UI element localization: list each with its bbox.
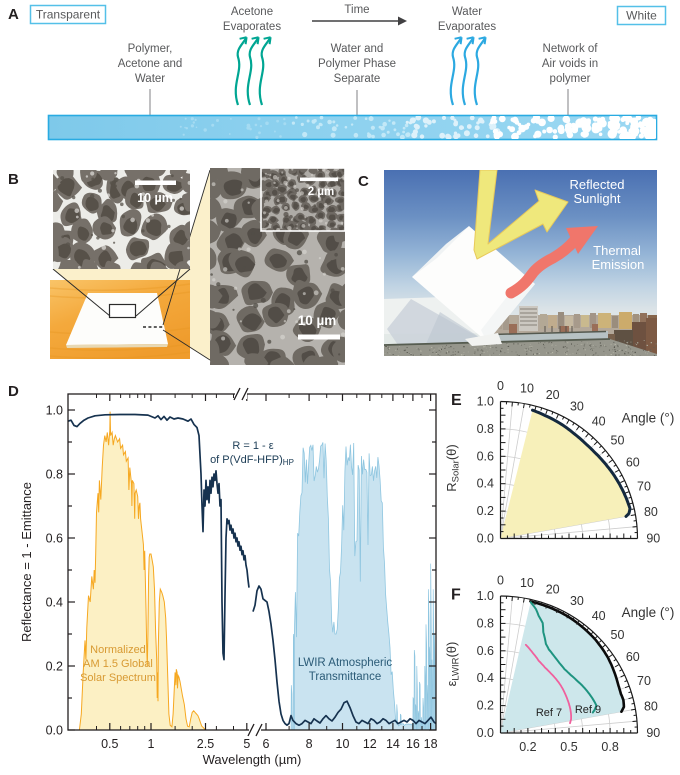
svg-text:Water and: Water and — [331, 43, 384, 55]
svg-text:B: B — [8, 171, 19, 188]
svg-text:20: 20 — [546, 388, 560, 402]
svg-text:0.4: 0.4 — [477, 671, 494, 685]
svg-text:0.2: 0.2 — [477, 699, 494, 713]
svg-text:0.5: 0.5 — [101, 737, 118, 751]
svg-text:Polymer,: Polymer, — [128, 43, 173, 55]
svg-text:of P(VdF-HFP)HP: of P(VdF-HFP)HP — [210, 454, 294, 467]
svg-text:10 µm: 10 µm — [137, 191, 173, 205]
svg-text:Transmittance: Transmittance — [309, 671, 381, 683]
svg-text:Network of: Network of — [543, 43, 599, 55]
svg-text:50: 50 — [611, 434, 625, 448]
svg-text:90: 90 — [646, 726, 660, 740]
svg-text:10: 10 — [520, 381, 534, 395]
svg-text:0.8: 0.8 — [477, 616, 494, 630]
svg-text:70: 70 — [637, 480, 651, 494]
svg-text:Thermal: Thermal — [593, 243, 641, 258]
svg-text:0.5: 0.5 — [560, 740, 577, 754]
svg-text:50: 50 — [611, 628, 625, 642]
svg-text:White: White — [626, 9, 657, 23]
svg-text:Separate: Separate — [334, 73, 381, 85]
svg-text:Wavelength (µm): Wavelength (µm) — [203, 752, 302, 767]
svg-text:80: 80 — [644, 505, 658, 519]
svg-text:60: 60 — [626, 455, 640, 469]
svg-text:40: 40 — [592, 415, 606, 429]
svg-text:2 µm: 2 µm — [308, 186, 334, 198]
svg-text:0.6: 0.6 — [477, 644, 494, 658]
svg-text:8: 8 — [306, 737, 313, 751]
svg-text:Ref 9: Ref 9 — [575, 704, 601, 716]
svg-text:0.6: 0.6 — [477, 449, 494, 463]
svg-text:Sunlight: Sunlight — [574, 191, 621, 206]
svg-text:D: D — [8, 383, 19, 400]
svg-text:R = 1 - ε: R = 1 - ε — [232, 440, 273, 452]
svg-text:10: 10 — [520, 576, 534, 590]
svg-text:Normalized: Normalized — [90, 644, 146, 656]
svg-text:Reflected: Reflected — [570, 177, 625, 192]
svg-text:0.4: 0.4 — [477, 477, 494, 491]
svg-text:1.0: 1.0 — [477, 395, 494, 409]
svg-text:0.0: 0.0 — [477, 726, 494, 740]
svg-text:0.6: 0.6 — [46, 532, 63, 546]
svg-text:Angle (°): Angle (°) — [622, 411, 675, 426]
svg-text:90: 90 — [646, 532, 660, 546]
svg-text:0.2: 0.2 — [46, 660, 63, 674]
svg-text:2.5: 2.5 — [197, 737, 214, 751]
svg-text:0.8: 0.8 — [601, 740, 618, 754]
svg-text:0.2: 0.2 — [477, 504, 494, 518]
svg-text:80: 80 — [644, 700, 658, 714]
svg-text:Angle (°): Angle (°) — [622, 605, 675, 620]
svg-text:Air voids in: Air voids in — [542, 58, 598, 70]
svg-text:LWIR Atmospheric: LWIR Atmospheric — [298, 657, 393, 669]
svg-text:30: 30 — [570, 399, 584, 413]
svg-text:Reflectance = 1 - Emittance: Reflectance = 1 - Emittance — [19, 482, 34, 642]
svg-text:RSolar(θ): RSolar(θ) — [444, 444, 462, 491]
svg-text:εLWIR(θ): εLWIR(θ) — [444, 642, 462, 687]
svg-text:polymer: polymer — [550, 73, 591, 85]
svg-text:14: 14 — [386, 737, 400, 751]
svg-text:40: 40 — [592, 609, 606, 623]
svg-text:A: A — [8, 6, 19, 23]
svg-text:70: 70 — [637, 674, 651, 688]
svg-text:10 µm: 10 µm — [298, 313, 337, 328]
svg-text:AM 1.5 Global: AM 1.5 Global — [83, 658, 153, 670]
svg-text:F: F — [451, 587, 461, 604]
svg-text:Transparent: Transparent — [36, 8, 101, 22]
svg-text:0.8: 0.8 — [477, 422, 494, 436]
svg-text:C: C — [358, 173, 369, 190]
svg-text:0: 0 — [497, 573, 504, 587]
svg-text:0.2: 0.2 — [519, 740, 536, 754]
svg-text:30: 30 — [570, 594, 584, 608]
svg-text:Evaporates: Evaporates — [438, 21, 496, 33]
svg-text:0.0: 0.0 — [477, 532, 494, 546]
svg-text:E: E — [451, 392, 462, 409]
svg-text:16: 16 — [406, 737, 420, 751]
svg-text:Emission: Emission — [592, 257, 645, 272]
svg-text:12: 12 — [363, 737, 377, 751]
svg-text:Acetone and: Acetone and — [118, 58, 183, 70]
svg-text:18: 18 — [424, 737, 438, 751]
svg-text:Ref 7: Ref 7 — [536, 707, 562, 719]
svg-text:1.0: 1.0 — [477, 589, 494, 603]
svg-text:5: 5 — [243, 737, 250, 751]
svg-text:Water: Water — [452, 6, 482, 18]
svg-text:Polymer Phase: Polymer Phase — [318, 58, 396, 70]
svg-text:0: 0 — [497, 379, 504, 393]
svg-text:Evaporates: Evaporates — [223, 21, 281, 33]
svg-text:Solar Spectrum: Solar Spectrum — [80, 672, 156, 684]
svg-text:1: 1 — [148, 737, 155, 751]
svg-text:10: 10 — [336, 737, 350, 751]
svg-text:Time: Time — [344, 4, 369, 16]
svg-text:0.4: 0.4 — [46, 596, 63, 610]
svg-text:0.8: 0.8 — [46, 468, 63, 482]
svg-text:0.0: 0.0 — [46, 724, 63, 738]
svg-text:1.0: 1.0 — [46, 404, 63, 418]
svg-text:6: 6 — [263, 737, 270, 751]
svg-text:20: 20 — [546, 583, 560, 597]
svg-text:Water: Water — [135, 73, 165, 85]
svg-text:60: 60 — [626, 650, 640, 664]
svg-text:Acetone: Acetone — [231, 6, 273, 18]
